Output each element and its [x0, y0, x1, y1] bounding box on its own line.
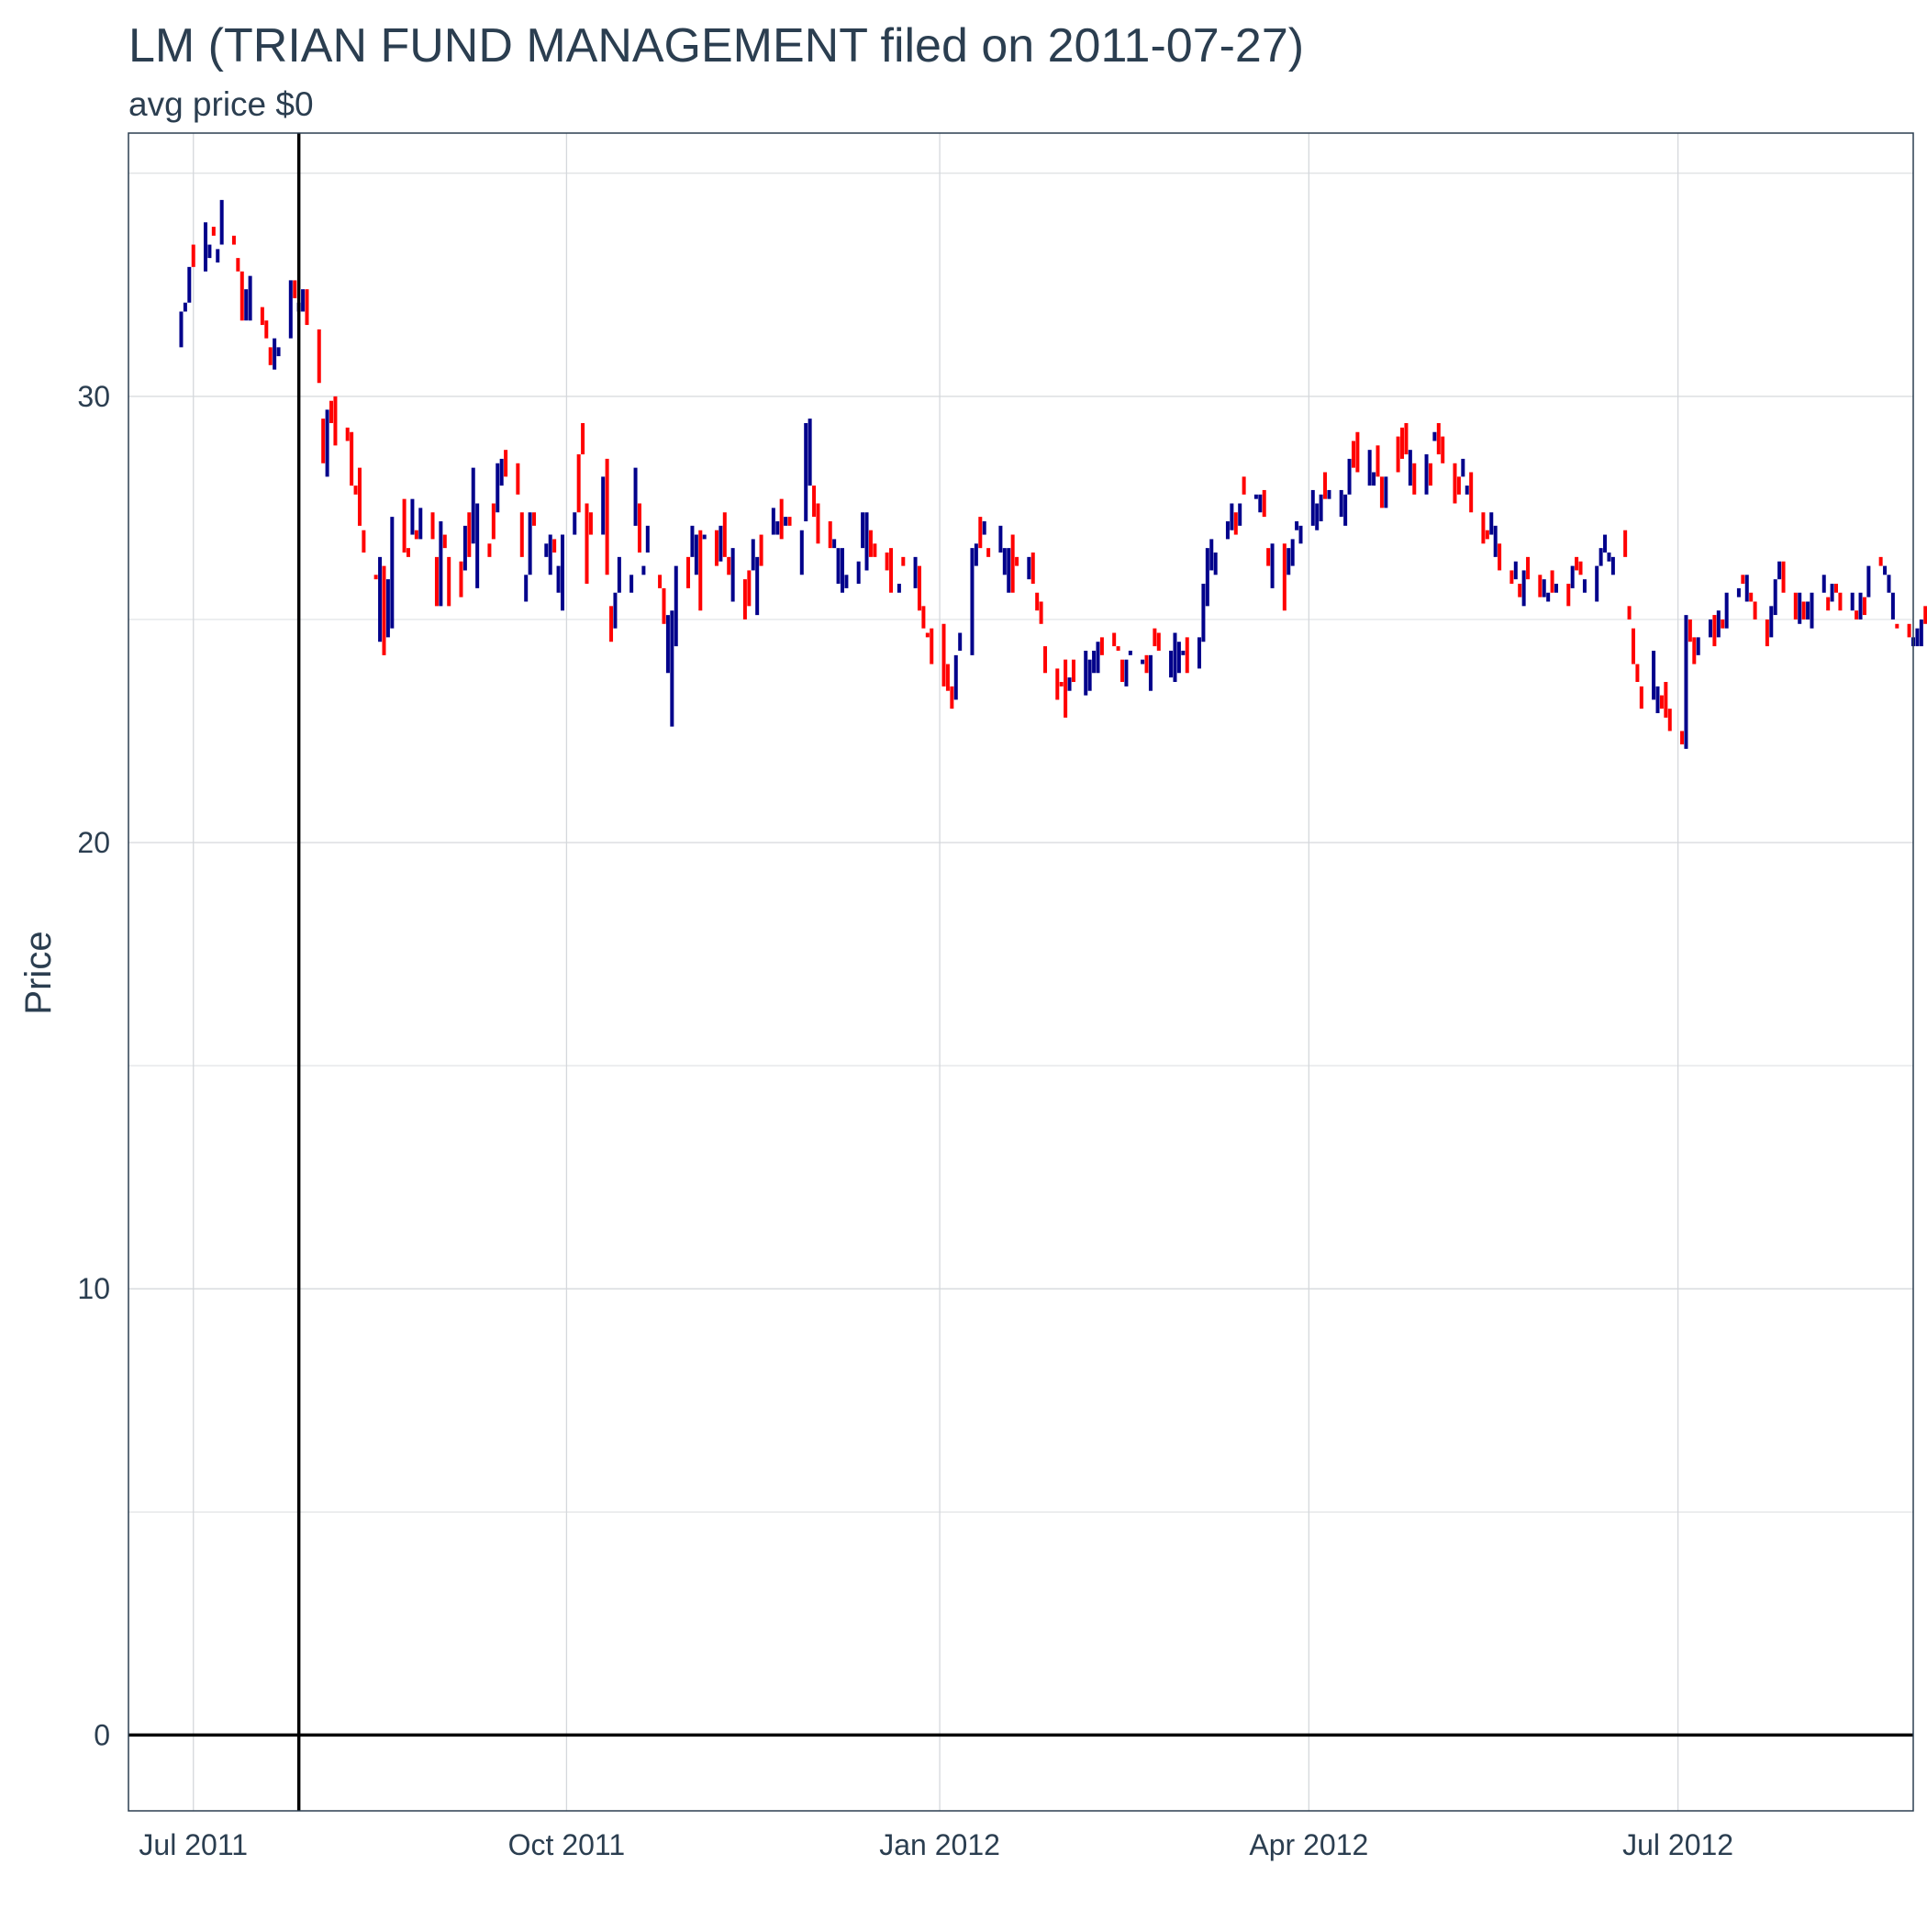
y-tick-label: 20 — [77, 826, 110, 859]
x-axis-ticks: Jul 2011 Oct 2011 Jan 2012 Apr 2012 Jul 2012 — [139, 1828, 1733, 1861]
chart-title: LM (TRIAN FUND MANAGEMENT filed on 2011-… — [128, 19, 1304, 73]
y-tick-label: 0 — [94, 1718, 110, 1751]
x-tick-label: Jan 2012 — [879, 1828, 1000, 1861]
x-tick-label: Apr 2012 — [1249, 1828, 1368, 1861]
y-tick-label: 30 — [77, 380, 110, 413]
x-tick-label: Jul 2012 — [1622, 1828, 1733, 1861]
reference-lines — [128, 133, 1913, 1811]
y-tick-label: 10 — [77, 1272, 110, 1305]
chart-subtitle: avg price $0 — [128, 85, 314, 123]
price-bars — [179, 199, 1927, 749]
x-tick-label: Oct 2011 — [508, 1828, 625, 1861]
panel-border — [128, 132, 1914, 1812]
grid-lines — [128, 133, 1913, 1811]
y-axis-ticks: 0 10 20 30 — [77, 380, 110, 1752]
y-axis-title: Price — [18, 931, 59, 1014]
x-tick-label: Jul 2011 — [139, 1828, 248, 1861]
